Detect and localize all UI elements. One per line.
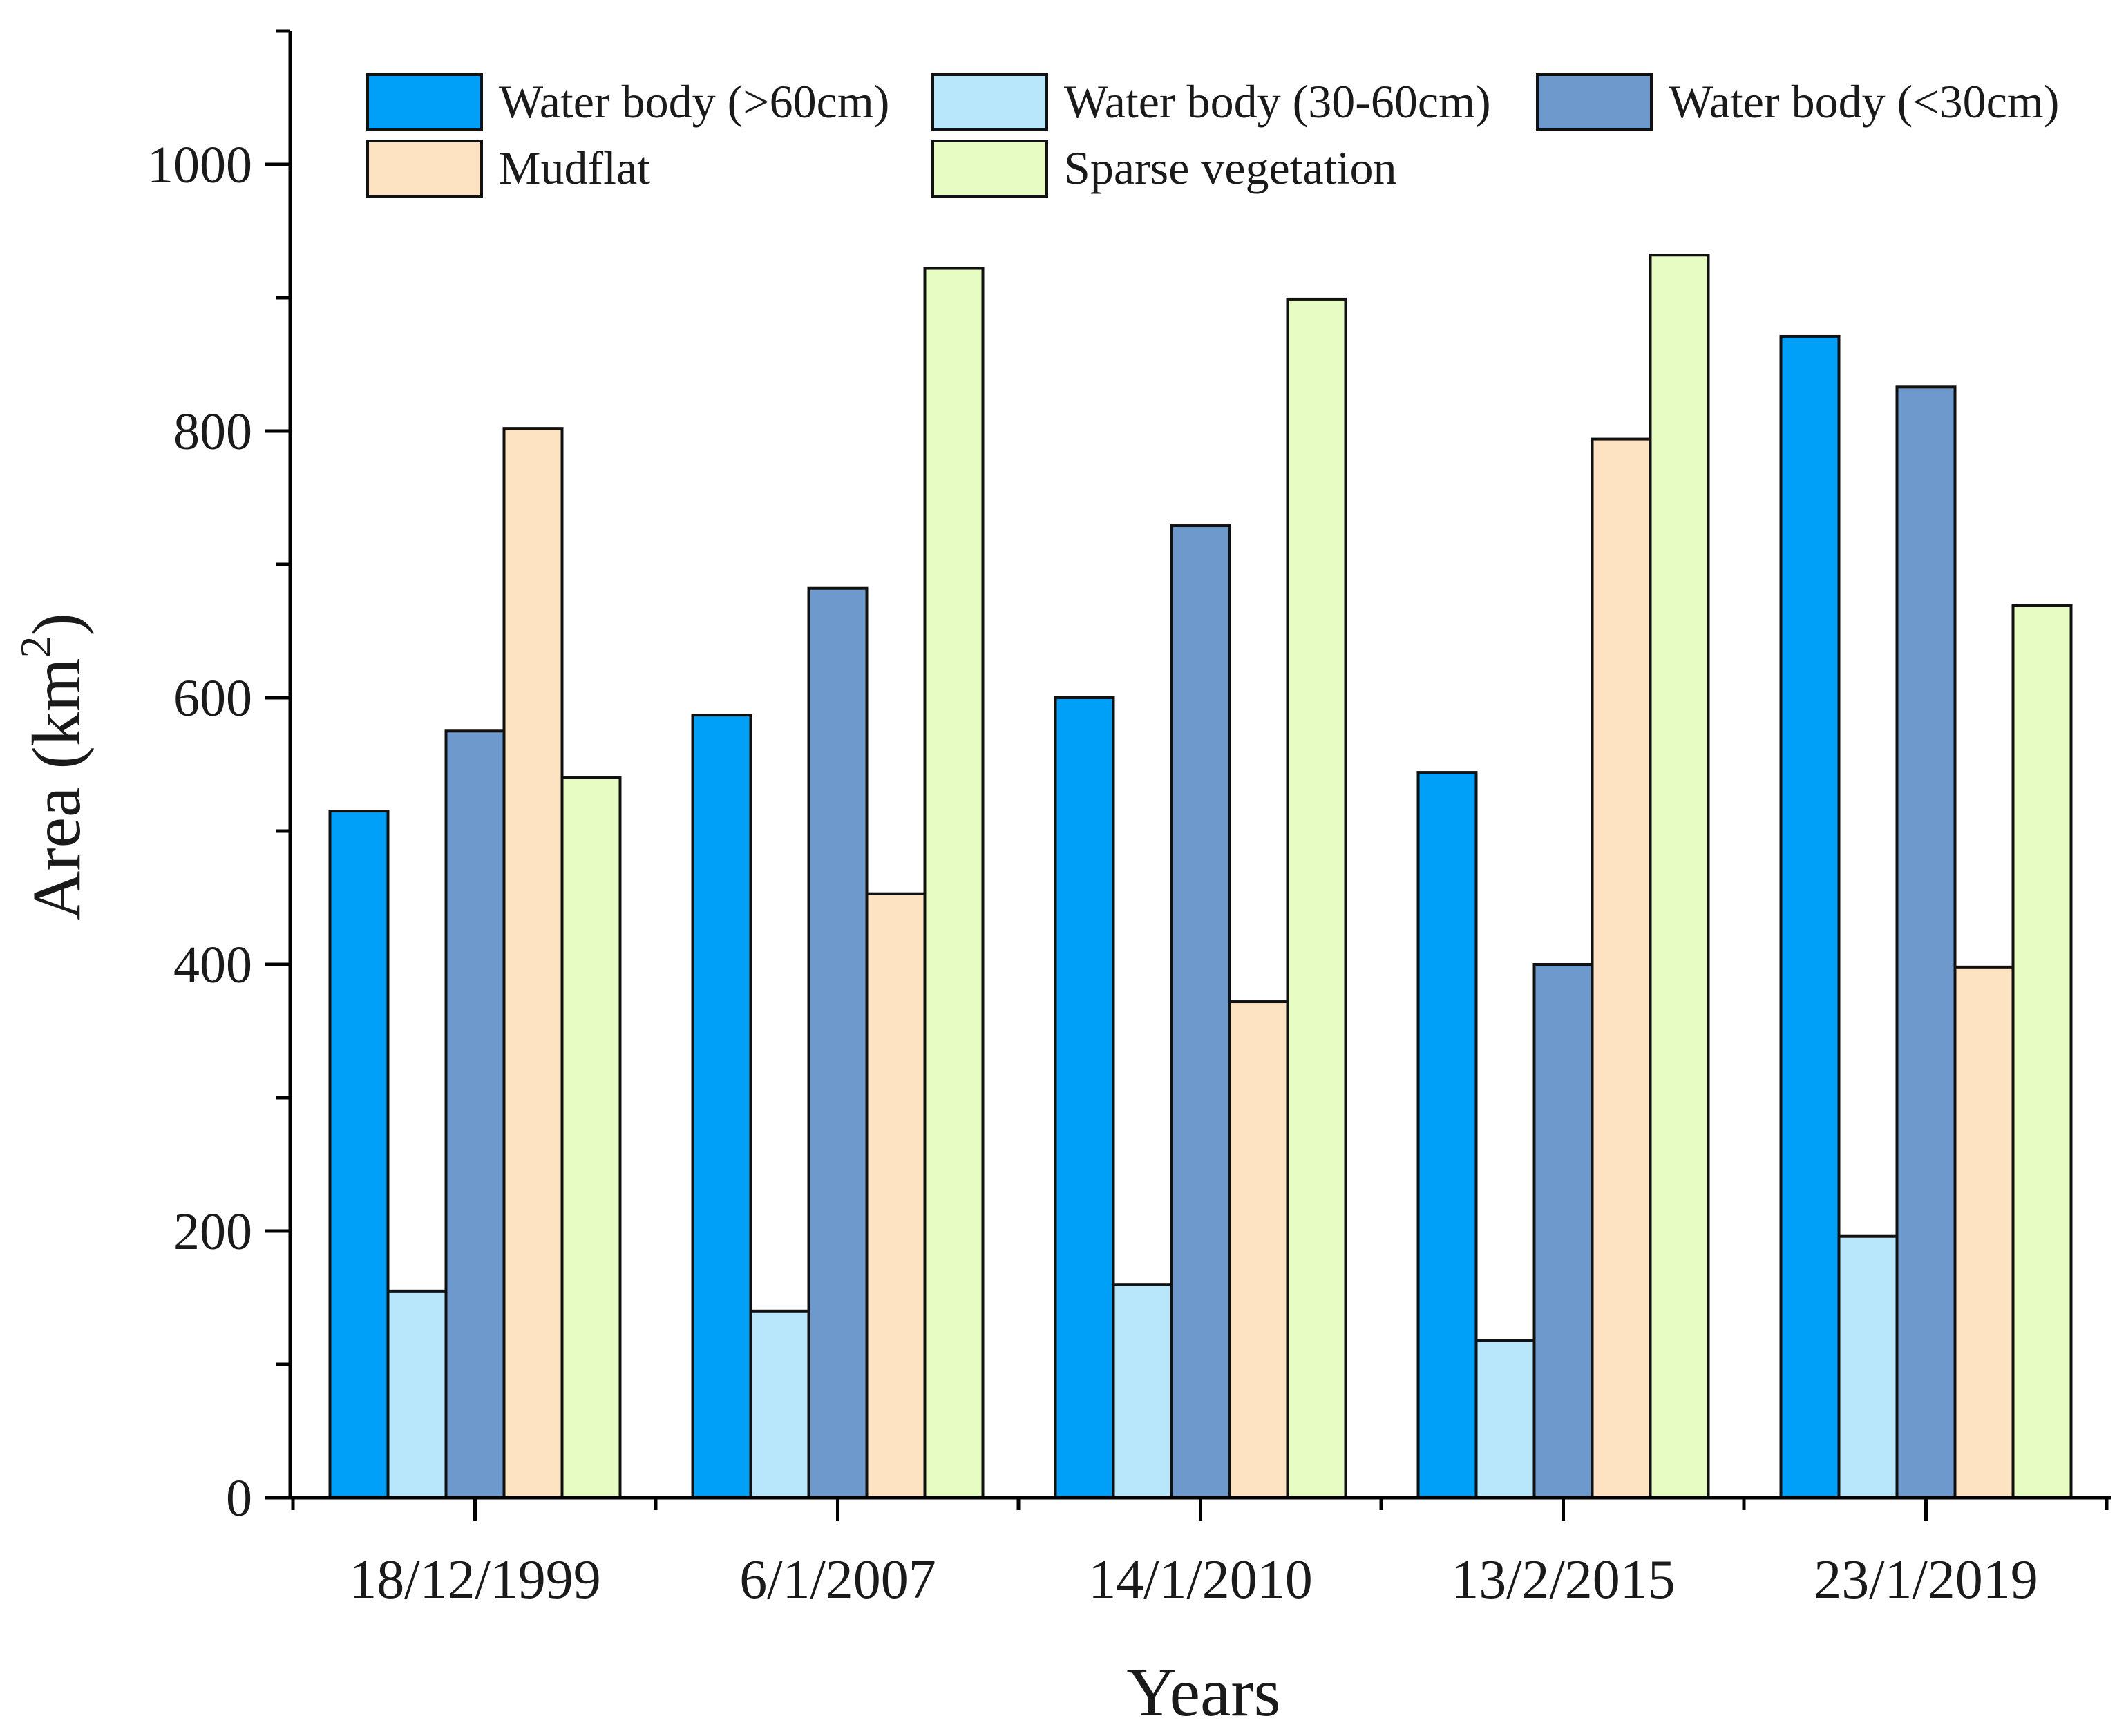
bar-4-3 bbox=[1228, 1000, 1289, 1500]
legend-swatch-5 bbox=[931, 140, 1048, 198]
legend-swatch-3 bbox=[1536, 73, 1653, 131]
y-tick-label-400: 400 bbox=[173, 936, 252, 994]
x-tick-label-3: 14/1/2010 bbox=[1088, 1549, 1312, 1610]
bar-2-2 bbox=[749, 1309, 810, 1500]
x-tick-label-2: 6/1/2007 bbox=[739, 1549, 936, 1610]
bar-2-3 bbox=[1112, 1283, 1173, 1499]
bar-5-1 bbox=[560, 776, 622, 1499]
bars-group bbox=[328, 254, 2073, 1500]
bar-1-3 bbox=[1054, 696, 1115, 1499]
bar-1-2 bbox=[691, 714, 752, 1499]
bar-2-1 bbox=[386, 1289, 448, 1499]
legend-label-4: Mudflat bbox=[499, 142, 650, 194]
y-tick-label-600: 600 bbox=[173, 669, 252, 727]
y-axis-title-superscript: 2 bbox=[11, 636, 60, 658]
legend-label-1: Water body (>60cm) bbox=[499, 75, 889, 128]
x-axis-title: Years bbox=[1126, 1654, 1280, 1730]
y-axis-title-group: Area (km2) bbox=[11, 613, 95, 921]
bar-5-3 bbox=[1286, 297, 1347, 1499]
y-tick-label-1000: 1000 bbox=[147, 136, 252, 194]
legend: Water body (>60cm) Water body (30-60cm) Wa… bbox=[366, 73, 2059, 198]
y-axis-title-text: Area (km bbox=[18, 658, 95, 920]
bar-5-5 bbox=[2011, 604, 2073, 1500]
y-tick-label-800: 800 bbox=[173, 403, 252, 461]
x-tick-label-5: 23/1/2019 bbox=[1814, 1549, 2038, 1610]
y-tick-label-0: 0 bbox=[226, 1469, 252, 1527]
bar-4-2 bbox=[865, 892, 927, 1499]
y-axis-title-close: ) bbox=[18, 613, 95, 636]
bar-2-4 bbox=[1474, 1339, 1536, 1500]
bar-3-3 bbox=[1170, 524, 1231, 1499]
bar-4-4 bbox=[1591, 437, 1652, 1500]
legend-swatch-1 bbox=[366, 73, 483, 131]
bar-3-1 bbox=[444, 729, 506, 1499]
y-tick-label-200: 200 bbox=[173, 1203, 252, 1261]
bar-2-5 bbox=[1837, 1234, 1899, 1499]
bar-3-4 bbox=[1532, 963, 1594, 1499]
legend-swatch-2 bbox=[931, 73, 1048, 131]
bar-1-5 bbox=[1779, 334, 1841, 1500]
bar-1-1 bbox=[328, 810, 390, 1500]
bar-5-2 bbox=[923, 267, 985, 1499]
legend-swatch-4 bbox=[366, 140, 483, 198]
bar-4-1 bbox=[502, 427, 564, 1499]
axes-group: 0 200 400 600 800 1000 18/12/1999 6/1/2007 14/1/… bbox=[147, 29, 2111, 1610]
bar-1-4 bbox=[1416, 771, 1478, 1499]
legend-label-3: Water body (<30cm) bbox=[1669, 75, 2059, 128]
y-axis-title: Area (km2) bbox=[11, 613, 95, 921]
bar-3-2 bbox=[807, 586, 869, 1499]
bar-4-5 bbox=[1953, 965, 2015, 1499]
x-tick-label-4: 13/2/2015 bbox=[1451, 1549, 1675, 1610]
x-tick-label-1: 18/12/1999 bbox=[349, 1549, 600, 1610]
legend-label-5: Sparse vegetation bbox=[1064, 142, 1397, 194]
bar-3-5 bbox=[1895, 385, 1957, 1499]
legend-label-2: Water body (30-60cm) bbox=[1064, 75, 1491, 128]
bar-5-4 bbox=[1649, 254, 1710, 1499]
